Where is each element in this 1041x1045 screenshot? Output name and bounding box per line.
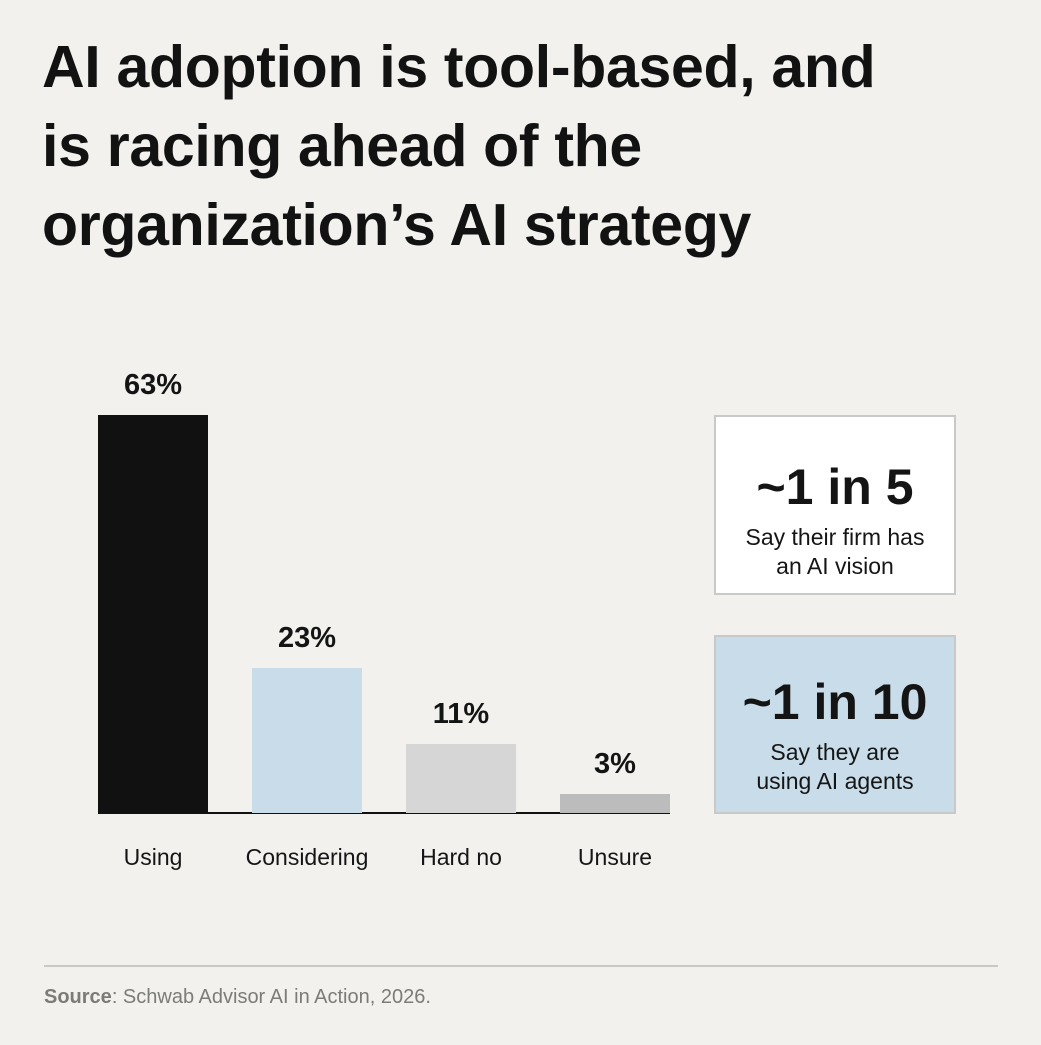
bar-value-label: 11% — [432, 698, 490, 730]
bar-considering — [252, 668, 362, 813]
bar-value-label: 23% — [277, 622, 337, 654]
x-axis-baseline — [98, 812, 670, 814]
bar-hard-no — [406, 744, 516, 813]
source-note: Source: Schwab Advisor AI in Action, 202… — [44, 986, 431, 1009]
title-line-3: organization’s AI strategy — [42, 192, 752, 258]
x-tick-label: Hard no — [420, 844, 502, 870]
callout-value: ~1 in 5 — [756, 459, 914, 515]
bar-unsure — [560, 794, 670, 813]
title-line-1: AI adoption is tool-based, and — [42, 34, 876, 100]
callout-firm-ai-vision: ~1 in 5 Say their firm has an AI vision — [714, 415, 956, 595]
callout-description: Say their firm has an AI vision — [716, 523, 954, 581]
source-text: : Schwab Advisor AI in Action, 2026. — [111, 986, 431, 1008]
callout-value: ~1 in 10 — [742, 674, 928, 730]
x-tick-label: Unsure — [577, 844, 653, 870]
bar-value-label: 3% — [594, 748, 636, 780]
x-tick-label: Considering — [245, 844, 369, 870]
callout-description: Say they are using AI agents — [716, 738, 954, 796]
callout-using-ai-agents: ~1 in 10 Say they are using AI agents — [714, 635, 956, 814]
bar-value-label: 63% — [123, 369, 183, 401]
callout-desc-line-1: Say their firm has — [745, 524, 925, 550]
callout-desc-line-2: using AI agents — [756, 768, 914, 794]
title-line-2: is racing ahead of the — [42, 113, 642, 179]
x-tick-label: Using — [123, 844, 183, 870]
bar-using — [98, 415, 208, 813]
callout-desc-line-1: Say they are — [770, 739, 900, 765]
callout-desc-line-2: an AI vision — [776, 553, 894, 579]
footer-divider — [44, 965, 998, 967]
source-label: Source — [44, 986, 112, 1008]
chart-title: AI adoption is tool-based, and is racing… — [42, 28, 1002, 265]
